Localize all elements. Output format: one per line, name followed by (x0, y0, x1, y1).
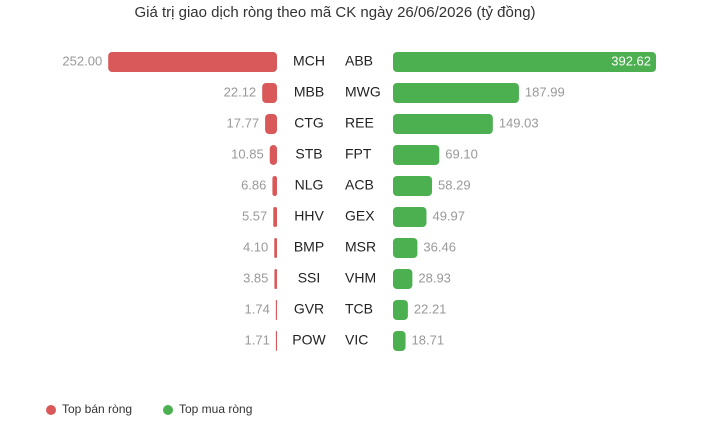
value-label: 22.21 (414, 301, 447, 316)
category-label: BMP (294, 239, 324, 255)
category-label: HHV (294, 208, 324, 224)
category-label: MBB (294, 84, 324, 100)
bar (275, 300, 277, 320)
value-label: 18.71 (412, 332, 445, 347)
category-label: VHM (345, 270, 376, 286)
value-label: 1.74 (245, 301, 270, 316)
category-label: FPT (345, 146, 372, 162)
value-label: 149.03 (499, 115, 539, 130)
value-label: 49.97 (432, 208, 465, 223)
category-label: GEX (345, 208, 375, 224)
category-label: STB (295, 146, 322, 162)
value-label: 69.10 (445, 146, 478, 161)
legend-marker (163, 405, 173, 415)
bar (393, 145, 440, 165)
bar (274, 269, 277, 289)
chart-title: Giá trị giao dịch ròng theo mã CK ngày 2… (134, 4, 535, 21)
value-label: 3.85 (243, 270, 268, 285)
value-label: 252.00 (62, 53, 102, 68)
bar (393, 207, 427, 227)
bar (269, 145, 277, 165)
legend-label: Top bán ròng (62, 402, 132, 416)
category-label: TCB (345, 301, 373, 317)
category-label: MCH (293, 53, 325, 69)
category-label: POW (292, 332, 326, 348)
bar (393, 331, 406, 351)
value-label: 22.12 (224, 84, 257, 99)
bar (273, 207, 277, 227)
category-label: ACB (345, 177, 374, 193)
value-label: 28.93 (418, 270, 451, 285)
category-label: MSR (345, 239, 376, 255)
value-label: 392.62 (611, 53, 651, 68)
bar (265, 114, 277, 134)
bar (108, 52, 277, 72)
category-label: ABB (345, 53, 373, 69)
bar (272, 176, 277, 196)
bar (393, 269, 413, 289)
category-label: NLG (295, 177, 324, 193)
bar (393, 176, 433, 196)
category-label: VIC (345, 332, 368, 348)
category-label: GVR (294, 301, 324, 317)
value-label: 6.86 (241, 177, 266, 192)
bar (393, 300, 408, 320)
bar (275, 331, 277, 351)
category-label: CTG (294, 115, 324, 131)
bar (393, 83, 519, 103)
value-label: 17.77 (227, 115, 260, 130)
value-label: 36.46 (423, 239, 456, 254)
value-label: 58.29 (438, 177, 471, 192)
value-label: 5.57 (242, 208, 267, 223)
bar (262, 83, 277, 103)
category-label: MWG (345, 84, 381, 100)
bar (274, 238, 277, 258)
category-label: REE (345, 115, 374, 131)
bar (393, 114, 493, 134)
bar (393, 238, 418, 258)
legend-marker (46, 405, 56, 415)
category-label: SSI (298, 270, 321, 286)
legend-label: Top mua ròng (179, 402, 252, 416)
value-label: 1.71 (245, 332, 270, 347)
value-label: 4.10 (243, 239, 268, 254)
value-label: 187.99 (525, 84, 565, 99)
value-label: 10.85 (231, 146, 264, 161)
bar (393, 52, 656, 72)
